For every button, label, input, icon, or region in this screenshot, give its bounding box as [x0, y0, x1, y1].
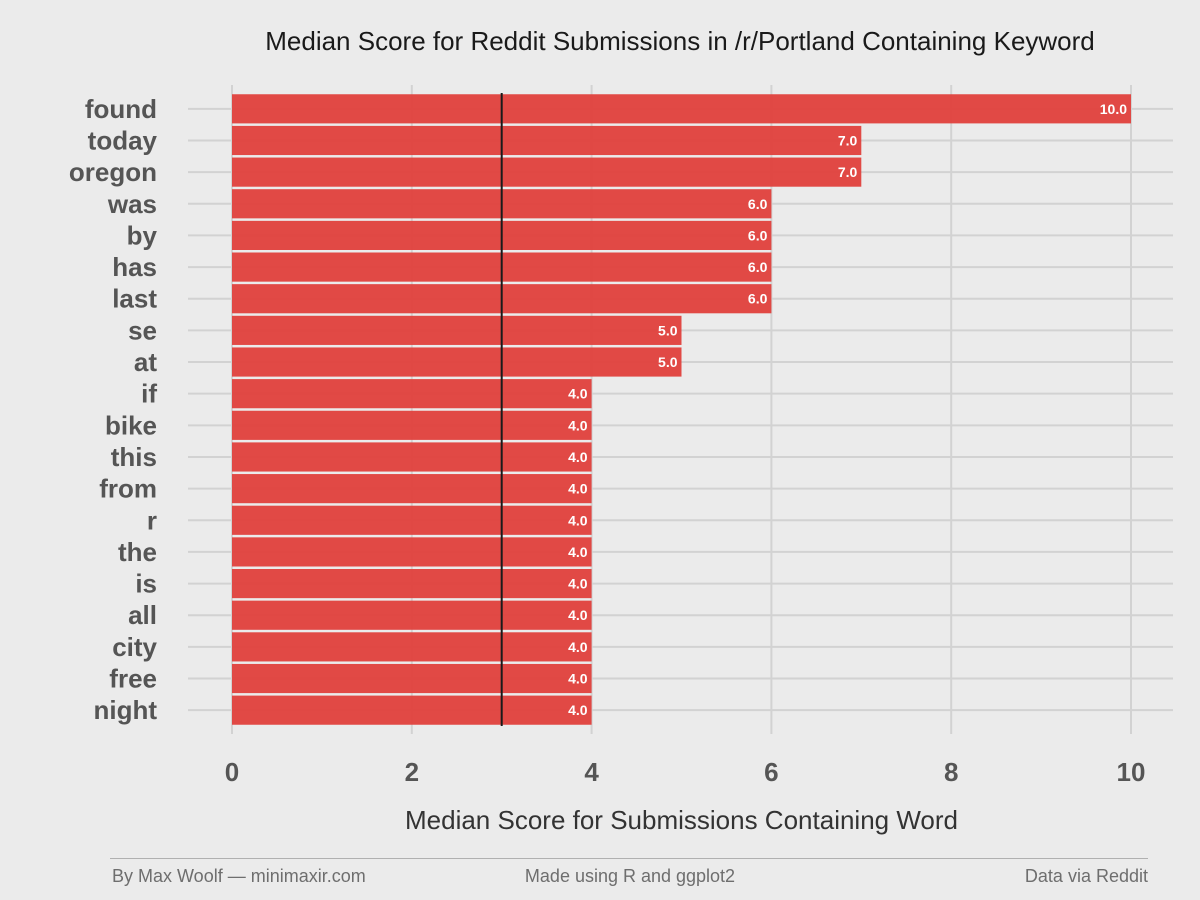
- x-tick-label: 2: [405, 757, 419, 787]
- bar: [232, 537, 592, 567]
- data-label: 6.0: [748, 227, 768, 243]
- data-label: 6.0: [748, 259, 768, 275]
- bar: [232, 474, 592, 504]
- bar: [232, 695, 592, 725]
- data-label: 4.0: [568, 386, 588, 402]
- data-label: 10.0: [1100, 101, 1127, 117]
- category-label: at: [134, 347, 157, 377]
- category-label: oregon: [69, 157, 157, 187]
- bar: [232, 663, 592, 694]
- bar: [232, 569, 592, 599]
- data-label: 6.0: [748, 291, 768, 307]
- category-label: has: [112, 252, 157, 282]
- bar: [232, 157, 862, 187]
- x-tick-label: 6: [764, 757, 778, 787]
- data-label: 4.0: [568, 417, 588, 433]
- x-tick-label: 8: [944, 757, 958, 787]
- category-label: r: [147, 505, 157, 535]
- chart-title: Median Score for Reddit Submissions in /…: [265, 26, 1095, 56]
- data-label: 4.0: [568, 671, 588, 687]
- bar: [232, 125, 862, 156]
- category-label: last: [112, 284, 157, 314]
- footer-tool: Made using R and ggplot2: [524, 866, 736, 886]
- category-label: the: [118, 537, 157, 567]
- x-tick-label: 0: [225, 757, 239, 787]
- category-label: se: [128, 315, 157, 345]
- footer-source: Data via Reddit: [1024, 866, 1148, 886]
- category-label: from: [99, 474, 157, 504]
- bar: [232, 94, 1131, 124]
- bar: [232, 600, 592, 630]
- bar: [232, 410, 592, 440]
- category-label: all: [128, 600, 157, 630]
- data-label: 6.0: [748, 196, 768, 212]
- category-label: is: [135, 569, 157, 599]
- data-label: 4.0: [568, 576, 588, 592]
- x-tick-label: 10: [1117, 757, 1146, 787]
- category-label: bike: [105, 410, 157, 440]
- data-label: 4.0: [568, 607, 588, 623]
- footer-divider: [110, 858, 1148, 859]
- bar: [232, 379, 592, 409]
- data-label: 7.0: [838, 132, 858, 148]
- data-label: 5.0: [658, 322, 678, 338]
- data-label: 7.0: [838, 164, 858, 180]
- category-label: if: [141, 379, 157, 409]
- data-label: 4.0: [568, 449, 588, 465]
- category-label: night: [93, 695, 157, 725]
- bar: [232, 505, 592, 535]
- x-tick-label: 4: [584, 757, 599, 787]
- category-label: found: [85, 94, 157, 124]
- data-label: 4.0: [568, 512, 588, 528]
- bar: [232, 442, 592, 472]
- category-label: by: [127, 220, 158, 250]
- category-label: today: [88, 125, 158, 155]
- bar: [232, 315, 682, 345]
- data-label: 5.0: [658, 354, 678, 370]
- bar: [232, 632, 592, 662]
- category-label: free: [109, 664, 157, 694]
- data-label: 4.0: [568, 639, 588, 655]
- category-label: was: [107, 189, 157, 219]
- category-label: this: [111, 442, 157, 472]
- x-axis-label: Median Score for Submissions Containing …: [405, 805, 958, 835]
- footer-credit: By Max Woolf — minimaxir.com: [112, 866, 366, 886]
- category-label: city: [112, 632, 157, 662]
- data-label: 4.0: [568, 544, 588, 560]
- data-label: 4.0: [568, 481, 588, 497]
- data-label: 4.0: [568, 702, 588, 718]
- bar: [232, 347, 682, 377]
